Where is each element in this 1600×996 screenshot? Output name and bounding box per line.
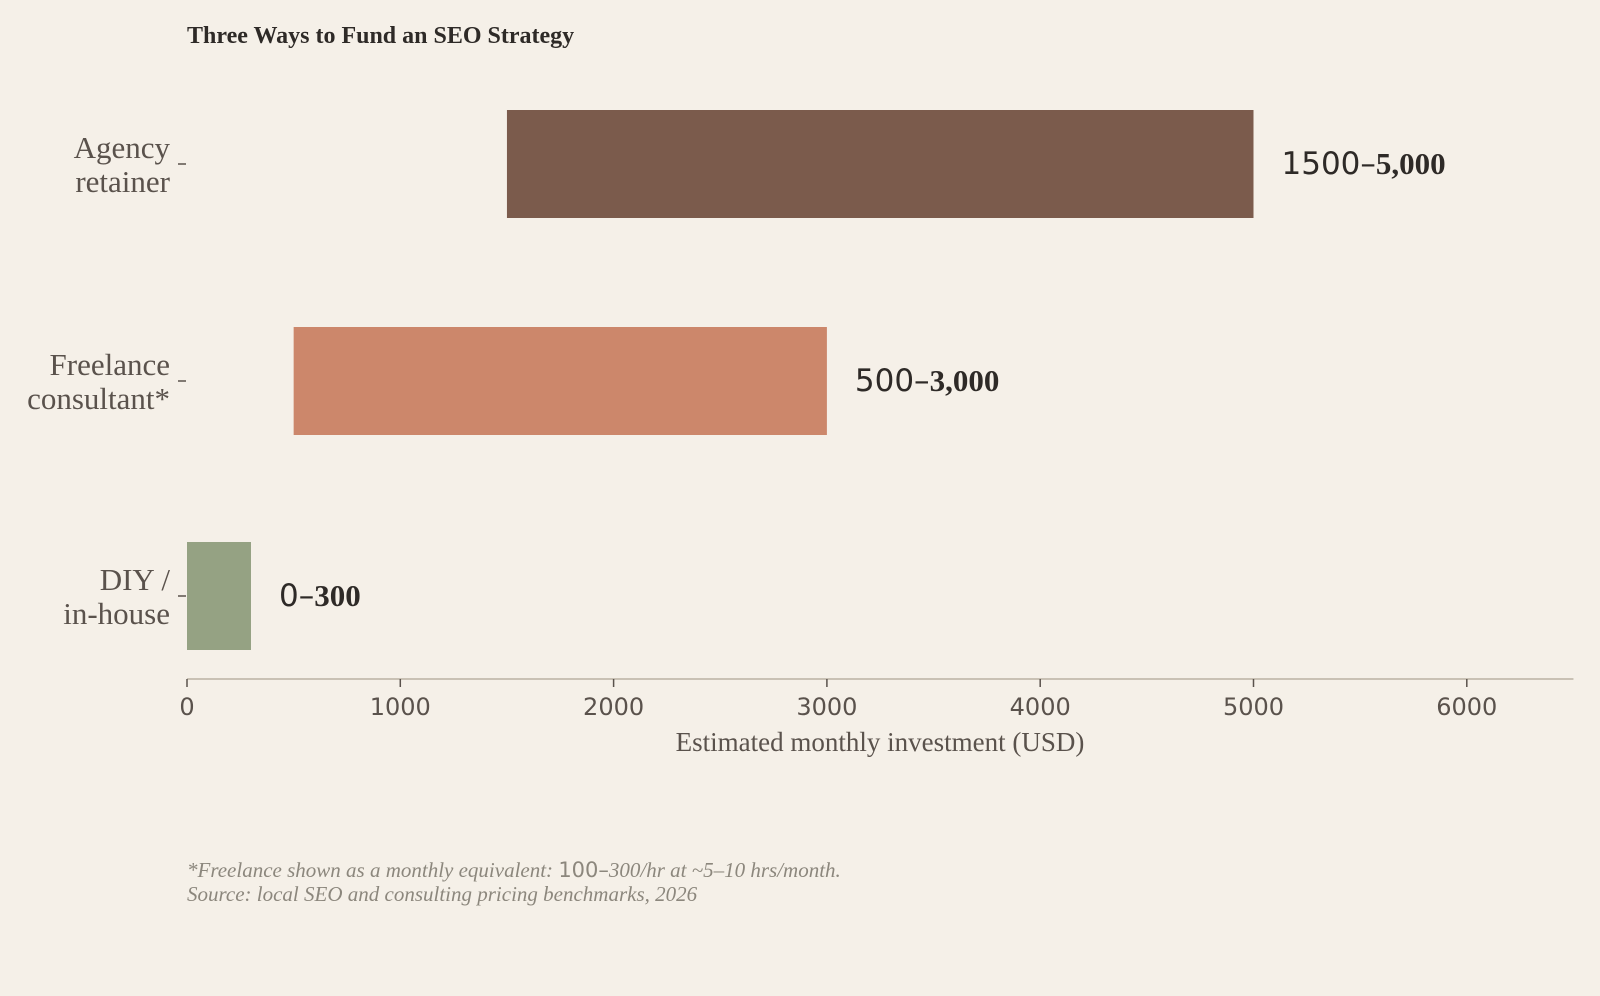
value-label-2: 0–300 [279,578,361,614]
category-label-1-line-1: consultant* [27,381,170,416]
x-tick-label-5: 5000 [1223,693,1284,721]
category-label-2-line-1: in-house [63,596,170,631]
category-label-2: DIY / in-house [63,562,170,631]
category-label-2-line-0: DIY / [100,562,171,597]
footnote-source: Source: local SEO and consulting pricing… [187,882,698,906]
category-label-0-line-0: Agency [74,130,171,165]
chart-title: Three Ways to Fund an SEO Strategy [187,23,574,49]
footnote-line-1-start: *Freelance shown as a monthly equivalent… [187,858,558,882]
footnote: *Freelance shown as a monthly equivalent… [187,858,841,906]
footnote-line-1-end: 300/hr at ~5–10 hrs/month. [608,858,841,882]
value-label-0-low: 1500– [1282,146,1376,182]
x-axis-ticks: 0 1000 2000 3000 4000 5000 6000 [179,679,1497,721]
value-label-2-high: 300 [314,578,361,613]
x-tick-label-3: 3000 [796,693,857,721]
value-label-0: 1500–5,000 [1282,146,1446,182]
category-label-0-line-1: retainer [75,164,170,199]
bar-1 [293,327,827,435]
bar-2 [187,542,251,650]
x-tick-label-1: 1000 [370,693,431,721]
category-label-0: Agency retainer [74,130,171,199]
bars-layer: Agency retainer 1500–5,000 Freelance consult… [27,110,1446,650]
x-tick-label-0: 0 [179,693,194,721]
value-label-1-low: 500– [855,363,930,399]
value-label-1: 500–3,000 [855,363,999,399]
value-label-0-high: 5,000 [1376,146,1446,181]
value-label-1-high: 3,000 [930,363,1000,398]
x-tick-label-4: 4000 [1010,693,1071,721]
x-tick-label-2: 2000 [583,693,644,721]
value-label-2-low: 0– [279,578,314,614]
bar-0 [506,110,1254,218]
footnote-line-1-rate: 100– [558,858,609,882]
x-tick-label-6: 6000 [1436,693,1497,721]
footnote-line-1: *Freelance shown as a monthly equivalent… [187,858,841,882]
category-label-1: Freelance consultant* [27,347,170,416]
x-axis-label: Estimated monthly investment (USD) [676,727,1085,757]
category-label-1-line-0: Freelance [50,347,170,382]
